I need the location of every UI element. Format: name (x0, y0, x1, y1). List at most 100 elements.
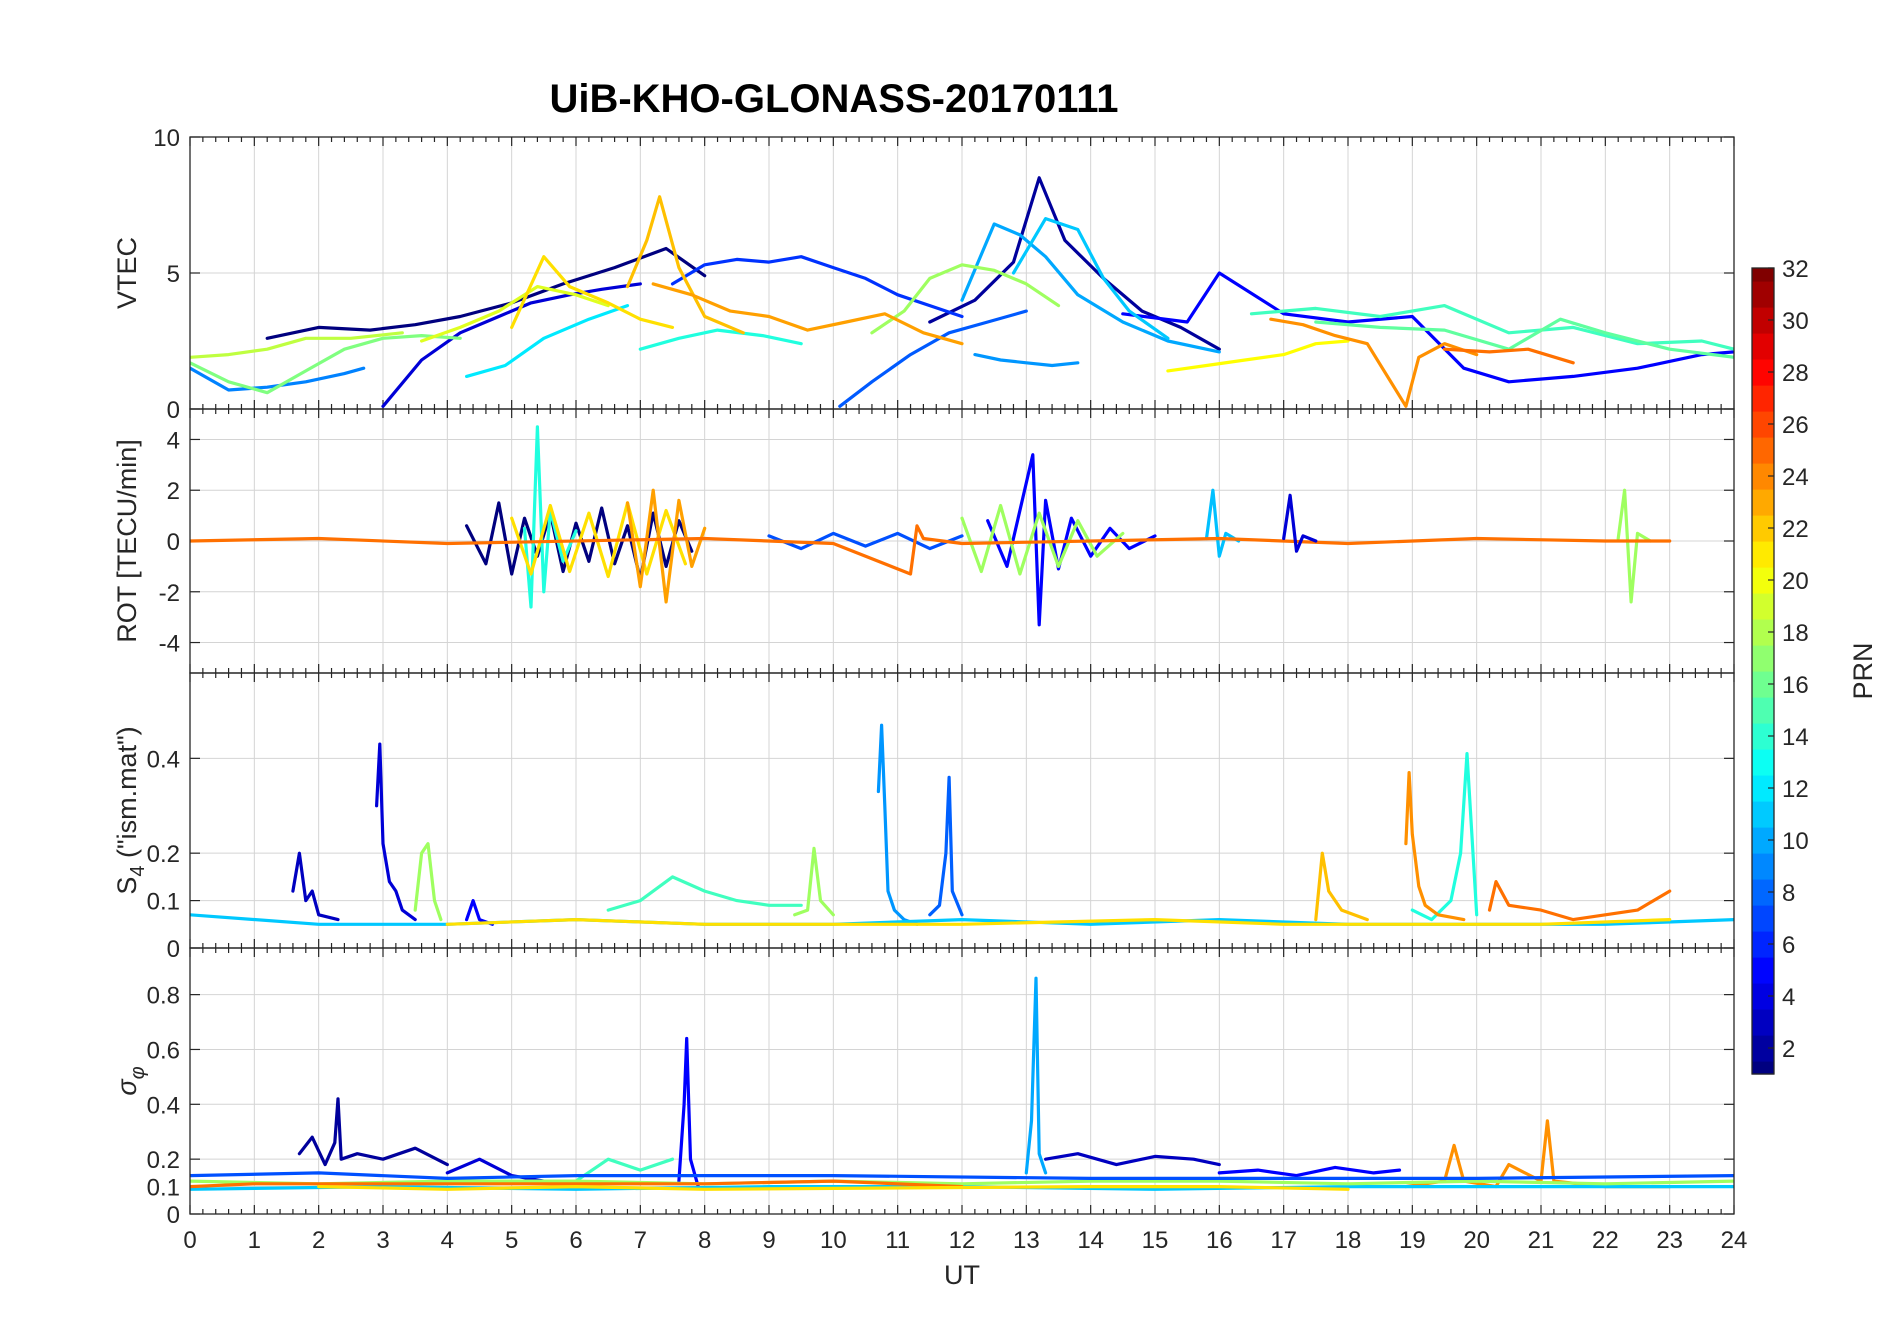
series-line-rot-6 (1616, 488, 1653, 604)
x-tick-label: 7 (634, 1227, 647, 1254)
series-group (190, 723, 1734, 926)
series-line-vtec-8 (960, 222, 1221, 354)
colorbar-segment (1752, 671, 1774, 698)
x-tick-label: 22 (1592, 1227, 1619, 1254)
colorbar-segment (1752, 905, 1774, 932)
colorbar-segment (1752, 593, 1774, 620)
y-tick-label: 0.6 (147, 1037, 180, 1064)
colorbar-tick-label: 16 (1782, 672, 1809, 699)
colorbar-segment (1752, 801, 1774, 828)
series-line-vtec-2 (381, 282, 642, 408)
y-tick-label: 0.2 (147, 1147, 180, 1174)
y-tick-label: 0 (167, 397, 180, 424)
plot-frame (189, 947, 1735, 1215)
series-line-s4-1 (375, 742, 417, 922)
x-tick-label: 15 (1142, 1227, 1169, 1254)
colorbar-segment (1752, 515, 1774, 542)
series-line-vtec-14 (190, 334, 462, 395)
colorbar-segment (1752, 307, 1774, 334)
colorbar-segment (1752, 411, 1774, 438)
x-tick-label: 14 (1077, 1227, 1104, 1254)
series-line-sigma_phi-3 (1043, 1152, 1221, 1167)
x-tick-label: 18 (1335, 1227, 1362, 1254)
colorbar-segment (1752, 749, 1774, 776)
y-tick-label: -2 (159, 580, 180, 607)
series-line-sigma_phi-5 (1024, 976, 1048, 1175)
series-line-rot-1 (986, 453, 1157, 627)
colorbar-tick-label: 20 (1782, 568, 1809, 595)
colorbar-segment (1752, 541, 1774, 568)
x-tick-label: 24 (1721, 1227, 1748, 1254)
series-line-s4-4 (928, 775, 964, 917)
colorbar-tick-label: 30 (1782, 308, 1809, 335)
y-tick-label: 0.4 (147, 1092, 180, 1119)
series-line-vtec-5 (838, 309, 1028, 408)
colorbar-tick-label: 10 (1782, 828, 1809, 855)
colorbar-tick-label: 32 (1782, 256, 1809, 283)
colorbar-tick-label: 28 (1782, 360, 1809, 387)
colorbar-segment (1752, 333, 1774, 360)
colorbar-segment (1752, 281, 1774, 308)
y-tick-label: -4 (159, 631, 180, 658)
series-line-vtec-3 (1121, 271, 1734, 384)
colorbar-tick-label: 2 (1782, 1036, 1795, 1063)
colorbar-segment (1752, 723, 1774, 750)
series-line-sigma_phi-4 (1217, 1165, 1402, 1178)
x-tick-label: 5 (505, 1227, 518, 1254)
y-tick-label: 10 (153, 125, 180, 152)
colorbar-segment (1752, 827, 1774, 854)
x-tick-label: 0 (183, 1227, 196, 1254)
colorbar-segment (1752, 268, 1774, 282)
colorbar-segment (1752, 645, 1774, 672)
series-line-vtec-21 (651, 282, 964, 346)
series-line-rot-10 (1282, 493, 1318, 553)
colorbar-segment (1752, 853, 1774, 880)
y-axis-title-vtec: VTEC (112, 237, 142, 309)
colorbar-segment (1752, 1061, 1774, 1075)
series-line-vtec-22 (1269, 317, 1479, 408)
series-line-vtec-10 (465, 304, 630, 378)
x-tick-label: 6 (569, 1227, 582, 1254)
x-tick-label: 2 (312, 1227, 325, 1254)
x-tick-label: 21 (1528, 1227, 1555, 1254)
series-line-s4-9 (1314, 851, 1369, 922)
series-line-rot-4 (522, 425, 578, 609)
x-tick-label: 17 (1270, 1227, 1297, 1254)
series-line-rot-3 (1204, 488, 1241, 558)
colorbar-segment (1752, 437, 1774, 464)
y-tick-label: 0.1 (147, 889, 180, 916)
series-line-vtec-7 (973, 353, 1080, 368)
series-line-s4-8 (1404, 770, 1466, 922)
colorbar-segment (1752, 359, 1774, 386)
series-line-vtec-11 (638, 328, 803, 351)
panel-sigma_phi: 00.10.20.40.60.8σφ (112, 947, 1735, 1229)
x-tick-label: 11 (885, 1227, 910, 1254)
y-tick-label: 0.8 (147, 983, 180, 1010)
series-line-sigma_phi-10 (190, 1179, 964, 1189)
series-line-rot-5 (960, 503, 1125, 576)
colorbar-tick-label: 24 (1782, 464, 1809, 491)
x-tick-label: 9 (762, 1227, 775, 1254)
series-line-sigma_phi-1 (445, 1157, 546, 1183)
series-line-vtec-23 (1442, 347, 1575, 365)
series-group (190, 176, 1734, 408)
y-tick-label: 0 (167, 936, 180, 963)
colorbar-segment (1752, 463, 1774, 490)
colorbar-segment (1752, 983, 1774, 1010)
series-line-s4-5 (1410, 751, 1479, 922)
series-line-sigma_phi-12 (190, 1171, 1734, 1181)
panel-vtec: 0 5 10 VTEC (112, 125, 1735, 424)
y-tick-label: 0.4 (147, 746, 180, 773)
chart-title: UiB-KHO-GLONASS-20170111 (549, 77, 1118, 121)
colorbar-tick-label: 12 (1782, 776, 1809, 803)
x-tick-label: 4 (441, 1227, 454, 1254)
series-line-s4-0 (291, 851, 340, 922)
series-line-sigma_phi-2 (677, 1036, 700, 1189)
x-tick-label: 13 (1013, 1227, 1040, 1254)
y-tick-label: 5 (167, 261, 180, 288)
x-tick-label: 3 (376, 1227, 389, 1254)
colorbar-segment (1752, 489, 1774, 516)
series-line-vtec-13 (1314, 317, 1734, 359)
series-line-sigma_phi-6 (574, 1157, 675, 1183)
colorbar-tick-label: 4 (1782, 984, 1795, 1011)
